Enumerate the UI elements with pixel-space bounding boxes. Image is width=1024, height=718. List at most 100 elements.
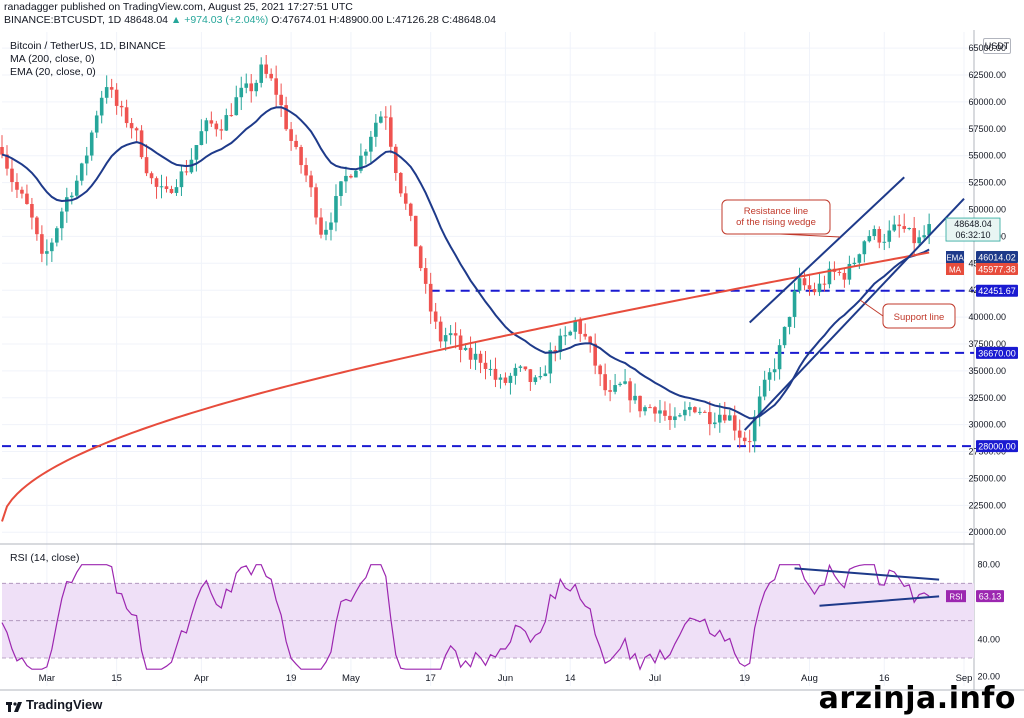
candle-body xyxy=(384,116,388,118)
candle-body xyxy=(359,155,363,171)
candle-body xyxy=(279,94,283,106)
candle-body xyxy=(269,73,273,79)
rsi-legend[interactable]: RSI (14, close) xyxy=(10,552,80,564)
last-price-box xyxy=(945,217,1001,242)
candle-body xyxy=(408,203,413,216)
candle-body xyxy=(727,415,732,421)
rsi-tick-label: 20.00 xyxy=(977,672,1000,682)
candle-body xyxy=(762,379,767,397)
time-tick-label: Aug xyxy=(801,673,818,684)
time-tick-label: Sep xyxy=(956,673,973,684)
candle-body xyxy=(892,224,897,231)
candle-body xyxy=(897,224,902,227)
candle-body xyxy=(912,228,916,244)
candle-body xyxy=(827,268,832,285)
candle-body xyxy=(284,105,288,130)
candle-body xyxy=(757,396,762,417)
candle-body xyxy=(473,353,478,360)
candle-body xyxy=(69,195,74,198)
candle-body xyxy=(0,147,4,155)
last-price: 48648.04 xyxy=(124,14,168,26)
candle-body xyxy=(558,335,563,353)
candle-body xyxy=(648,407,652,409)
candle-body xyxy=(274,78,278,95)
ma-200-line xyxy=(1,251,930,522)
time-tick-label: May xyxy=(342,673,360,684)
candle-body xyxy=(713,422,717,425)
candle-body xyxy=(40,234,44,254)
candle-body xyxy=(807,285,812,290)
candle-body xyxy=(663,410,667,416)
candle-body xyxy=(508,375,513,383)
level-badge-bg xyxy=(976,346,1018,359)
candle-body xyxy=(74,180,79,196)
candle-body xyxy=(603,374,607,391)
candle-body xyxy=(578,320,583,334)
candle-body xyxy=(99,97,104,116)
candle-body xyxy=(369,136,373,152)
candle-body xyxy=(538,376,543,378)
candle-body xyxy=(194,145,199,160)
price-badges: 42451.67 36670.00 28000.00 48648.0406:32:10… xyxy=(945,217,1018,603)
candle-body xyxy=(693,407,697,413)
candle-body xyxy=(50,242,54,252)
candle-body xyxy=(638,395,642,412)
candle-body xyxy=(393,146,398,174)
candle-body xyxy=(89,132,94,156)
rsi-value-badge: 63.13 xyxy=(979,592,1002,602)
rsi-value-badge-bg xyxy=(976,590,1004,603)
price-tick-label: 35000.00 xyxy=(968,366,1006,376)
candle-body xyxy=(782,326,787,346)
ma-legend[interactable]: MA (200, close, 0) xyxy=(10,53,95,65)
candle-body xyxy=(568,331,573,336)
ema-value-badge-bg xyxy=(976,251,1018,263)
rising-wedge xyxy=(743,176,965,431)
candle-body xyxy=(882,241,887,243)
candle-body xyxy=(673,416,677,421)
candle-body xyxy=(618,383,622,386)
candle-body xyxy=(907,228,911,230)
candle-body xyxy=(129,123,134,129)
candle-body xyxy=(573,320,578,332)
candle-body xyxy=(109,87,114,90)
candle-body xyxy=(598,365,602,375)
candle-body xyxy=(837,271,842,273)
candle-body xyxy=(84,155,89,164)
time-tick-label: Mar xyxy=(39,673,55,684)
candle-body xyxy=(887,230,892,242)
chart-title: Bitcoin / TetherUS, 1D, BINANCE xyxy=(10,40,166,52)
candle-body xyxy=(628,381,632,401)
candle-body xyxy=(867,236,872,242)
candle-body xyxy=(224,115,229,131)
candle-body xyxy=(842,272,847,280)
ema-value-badge: 46014.02 xyxy=(978,253,1016,263)
ema-legend[interactable]: EMA (20, close, 0) xyxy=(10,66,96,78)
candle-body xyxy=(533,377,538,382)
annotation-pointer xyxy=(779,233,841,238)
price-tick-label: 20000.00 xyxy=(968,527,1006,537)
candle-body xyxy=(35,217,39,235)
brand-name: TradingView xyxy=(26,697,103,712)
candle-body xyxy=(354,170,358,178)
candle-body xyxy=(114,89,119,106)
candle-body xyxy=(448,333,453,336)
resistance-line xyxy=(749,176,905,324)
candle-body xyxy=(60,211,64,229)
candle-body xyxy=(678,415,682,417)
candle-body xyxy=(344,175,348,182)
candle-body xyxy=(922,235,926,238)
candle-body xyxy=(683,409,687,416)
candle-body xyxy=(324,229,328,235)
candle-body xyxy=(403,193,408,204)
level-badge: 42451.67 xyxy=(978,286,1016,296)
currency-label[interactable]: USDT xyxy=(983,38,1011,54)
tradingview-logo[interactable]: TradingView xyxy=(6,697,102,712)
candle-body xyxy=(548,350,553,374)
candle-body xyxy=(483,362,488,369)
time-tick-label: Apr xyxy=(194,673,209,684)
publish-info: ranadagger published on TradingView.com,… xyxy=(4,1,353,13)
time-tick-label: Jul xyxy=(649,673,661,684)
annotation-text: Support line xyxy=(894,312,945,323)
rsi-band xyxy=(2,582,974,659)
